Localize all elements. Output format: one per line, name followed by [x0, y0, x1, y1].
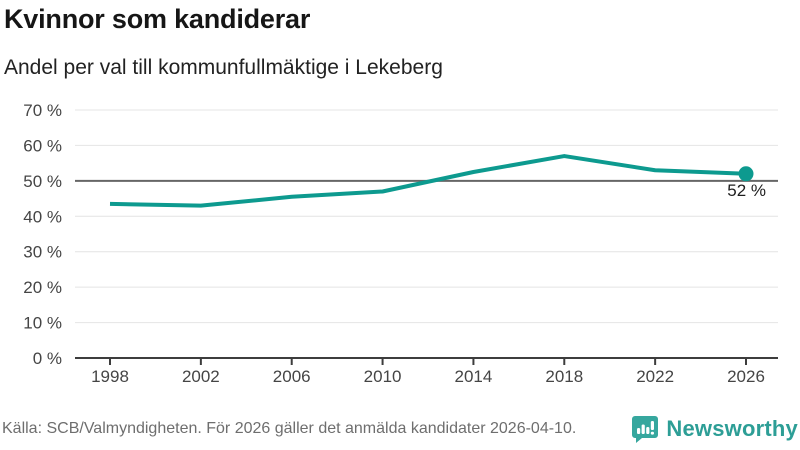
y-tick-label: 40 % — [23, 207, 62, 226]
x-tick-label: 1998 — [91, 367, 129, 386]
end-point-marker — [738, 166, 754, 182]
newsworthy-logo: Newsworthy — [631, 415, 798, 444]
x-tick-label: 2026 — [727, 367, 765, 386]
x-tick-label: 2006 — [273, 367, 311, 386]
end-point-label: 52 % — [727, 181, 766, 200]
y-tick-label: 0 % — [33, 349, 62, 368]
x-tick-label: 2010 — [364, 367, 402, 386]
newsworthy-bubble-icon — [632, 415, 659, 443]
y-tick-label: 60 % — [23, 136, 62, 155]
page-title: Kvinnor som kandiderar — [4, 4, 311, 34]
y-tick-label: 70 % — [23, 101, 62, 120]
data-line — [109, 154, 747, 208]
chart-subtitle: Andel per val till kommunfullmäktige i L… — [4, 56, 443, 79]
y-tick-label: 30 % — [23, 243, 62, 262]
y-tick-label: 10 % — [23, 314, 62, 333]
y-tick-label: 20 % — [23, 278, 62, 297]
footer: Källa: SCB/Valmyndigheten. För 2026 gäll… — [0, 414, 798, 444]
source-text: Källa: SCB/Valmyndigheten. För 2026 gäll… — [2, 420, 577, 437]
x-tick-label: 2022 — [636, 367, 674, 386]
x-tick-label: 2018 — [545, 367, 583, 386]
x-tick-label: 2014 — [455, 367, 493, 386]
brand-name: Newsworthy — [666, 416, 798, 441]
x-tick-label: 2002 — [182, 367, 220, 386]
y-tick-label: 50 % — [23, 172, 62, 191]
